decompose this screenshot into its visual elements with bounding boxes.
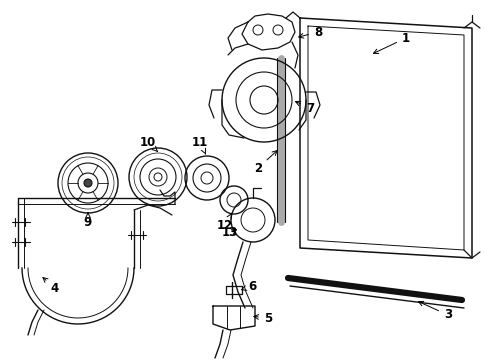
Text: 8: 8: [298, 26, 322, 39]
Text: 6: 6: [241, 279, 256, 292]
Text: 11: 11: [191, 135, 208, 154]
Text: 7: 7: [295, 101, 313, 114]
Text: 4: 4: [43, 278, 59, 294]
Text: 5: 5: [253, 311, 271, 324]
Text: 9: 9: [84, 213, 92, 229]
Text: 12: 12: [217, 213, 233, 231]
Text: 3: 3: [418, 301, 451, 321]
Text: 1: 1: [373, 32, 409, 54]
Circle shape: [84, 179, 92, 187]
Text: 2: 2: [253, 150, 277, 175]
Text: 10: 10: [140, 135, 157, 152]
Text: 13: 13: [222, 226, 238, 239]
